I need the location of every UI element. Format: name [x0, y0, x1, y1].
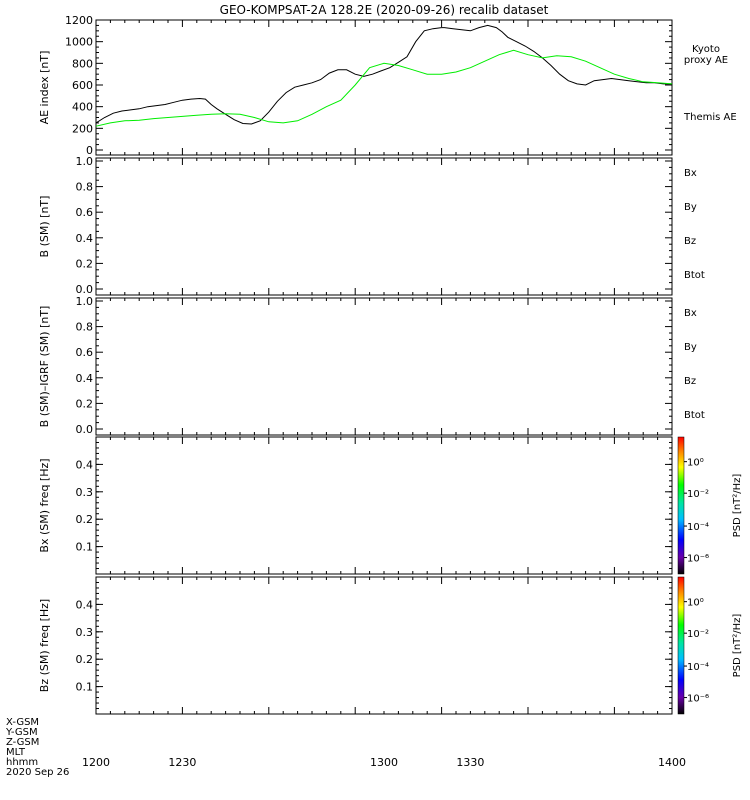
colorbar-label: PSD [nT²/Hz]	[732, 614, 743, 678]
footer-label: Y-GSM	[5, 727, 38, 738]
y-tick-label: 0.2	[76, 257, 94, 270]
y-tick-label: 0.4	[76, 372, 94, 385]
y-tick-label: 1200	[65, 14, 93, 27]
legend-entry: Bz	[684, 236, 696, 247]
plot-frame	[95, 297, 673, 436]
y-tick-label: 400	[72, 101, 93, 114]
y-tick-label: 0.8	[76, 321, 94, 334]
x-tick-label: 1230	[168, 756, 196, 769]
colorbar-tick-label: 10⁻⁶	[687, 694, 709, 705]
y-tick-label: 0.8	[76, 181, 94, 194]
y-tick-label: 0.4	[76, 458, 94, 471]
series-line-themis-ae	[95, 24, 672, 125]
legend-entry: Btot	[684, 270, 705, 281]
y-tick-label: 0.3	[76, 626, 94, 639]
legend-entry: Themis AE	[683, 112, 737, 123]
colorbar-tick-label: 10⁻⁴	[687, 662, 709, 673]
colorbar-tick-label: 10⁰	[687, 598, 704, 609]
y-tick-label: 0.2	[76, 397, 94, 410]
plot-frame	[95, 19, 673, 156]
y-tick-label: 1.0	[76, 295, 94, 308]
plot-frame	[95, 436, 673, 575]
colorbar	[677, 576, 685, 715]
legend-entry: Bz	[684, 376, 696, 387]
legend-entry: Bx	[684, 308, 697, 319]
colorbar-label: PSD [nT²/Hz]	[732, 474, 743, 538]
x-tick-label: 1400	[658, 756, 686, 769]
footer-label: 2020 Sep 26	[6, 767, 69, 778]
y-tick-label: 0.4	[76, 598, 94, 611]
colorbar-tick-label: 10⁰	[687, 458, 704, 469]
colorbar	[677, 436, 685, 575]
footer-label: Z-GSM	[6, 737, 39, 748]
footer-labels: 1200 1230 1300 1330 1400 X-GSMY-GSMZ-GSMMLThh…	[5, 717, 686, 778]
y-axis-label: B (SM)–IGRF (SM) [nT]	[38, 306, 51, 428]
plot-frame	[95, 576, 673, 715]
y-tick-label: 800	[72, 57, 93, 70]
panel-3: 0.0 0.2 0.4 0.6 0.8 1.0 B (SM)–IGRF (SM) [nT] B…	[38, 295, 705, 436]
y-tick-label: 0.6	[76, 206, 94, 219]
y-axis-label: B (SM) [nT]	[38, 196, 51, 258]
colorbar-tick-label: 10⁻²	[687, 489, 709, 500]
panel-2: 0.0 0.2 0.4 0.6 0.8 1.0 B (SM) [nT] Bx By Bz Btot	[38, 155, 705, 296]
series-line-kyoto-proxy-ae	[95, 49, 673, 127]
legend-entry: By	[684, 202, 697, 213]
y-axis-label: Bz (SM) freq [Hz]	[38, 599, 51, 692]
y-tick-label: 0.6	[76, 346, 94, 359]
y-tick-label: 0.1	[76, 681, 94, 694]
x-tick-label: 1330	[456, 756, 484, 769]
footer-label: X-GSM	[6, 717, 39, 728]
y-tick-label: 0	[86, 144, 93, 157]
panel-4: 0.1 0.2 0.3 0.4 Bx (SM) freq [Hz] 10⁰ 10⁻² 10⁻⁴…	[38, 436, 743, 575]
panel-5: 0.1 0.2 0.3 0.4 Bz (SM) freq [Hz] 10⁰ 10⁻² 10⁻⁴…	[38, 576, 743, 715]
colorbar-tick-label: 10⁻²	[687, 629, 709, 640]
y-tick-label: 0.4	[76, 232, 94, 245]
y-tick-label: 0.3	[76, 486, 94, 499]
chart-title: GEO-KOMPSAT-2A 128.2E (2020-09-26) recal…	[220, 3, 549, 17]
legend-entry: Btot	[684, 410, 705, 421]
y-tick-label: 1.0	[76, 155, 94, 168]
y-axis-label: Bx (SM) freq [Hz]	[38, 458, 51, 552]
legend-entry: By	[684, 342, 697, 353]
footer-label: MLT	[6, 747, 26, 758]
legend-entry: proxy AE	[684, 55, 728, 66]
legend-entry: Bx	[684, 168, 697, 179]
y-tick-label: 0.2	[76, 513, 94, 526]
y-axis-label: AE index [nT]	[38, 51, 51, 125]
plot-frame	[95, 157, 673, 296]
footer-label: hhmm	[6, 757, 38, 768]
panel-1: 0 200 400 600 800 1000 1200 AE index [nT] Kyotop…	[38, 14, 737, 157]
panels: 0 200 400 600 800 1000 1200 AE index [nT] Kyotop…	[38, 14, 743, 715]
y-tick-label: 0.0	[76, 283, 94, 296]
y-tick-label: 600	[72, 79, 93, 92]
y-tick-label: 200	[72, 122, 93, 135]
y-tick-label: 0.1	[76, 541, 94, 554]
legend-entry: Kyoto	[692, 44, 720, 55]
x-tick-label: 1200	[82, 756, 110, 769]
y-tick-label: 0.0	[76, 423, 94, 436]
colorbar-tick-label: 10⁻⁶	[687, 554, 709, 565]
y-tick-label: 1000	[65, 36, 93, 49]
y-tick-label: 0.2	[76, 653, 94, 666]
colorbar-tick-label: 10⁻⁴	[687, 522, 709, 533]
x-tick-label: 1300	[370, 756, 398, 769]
